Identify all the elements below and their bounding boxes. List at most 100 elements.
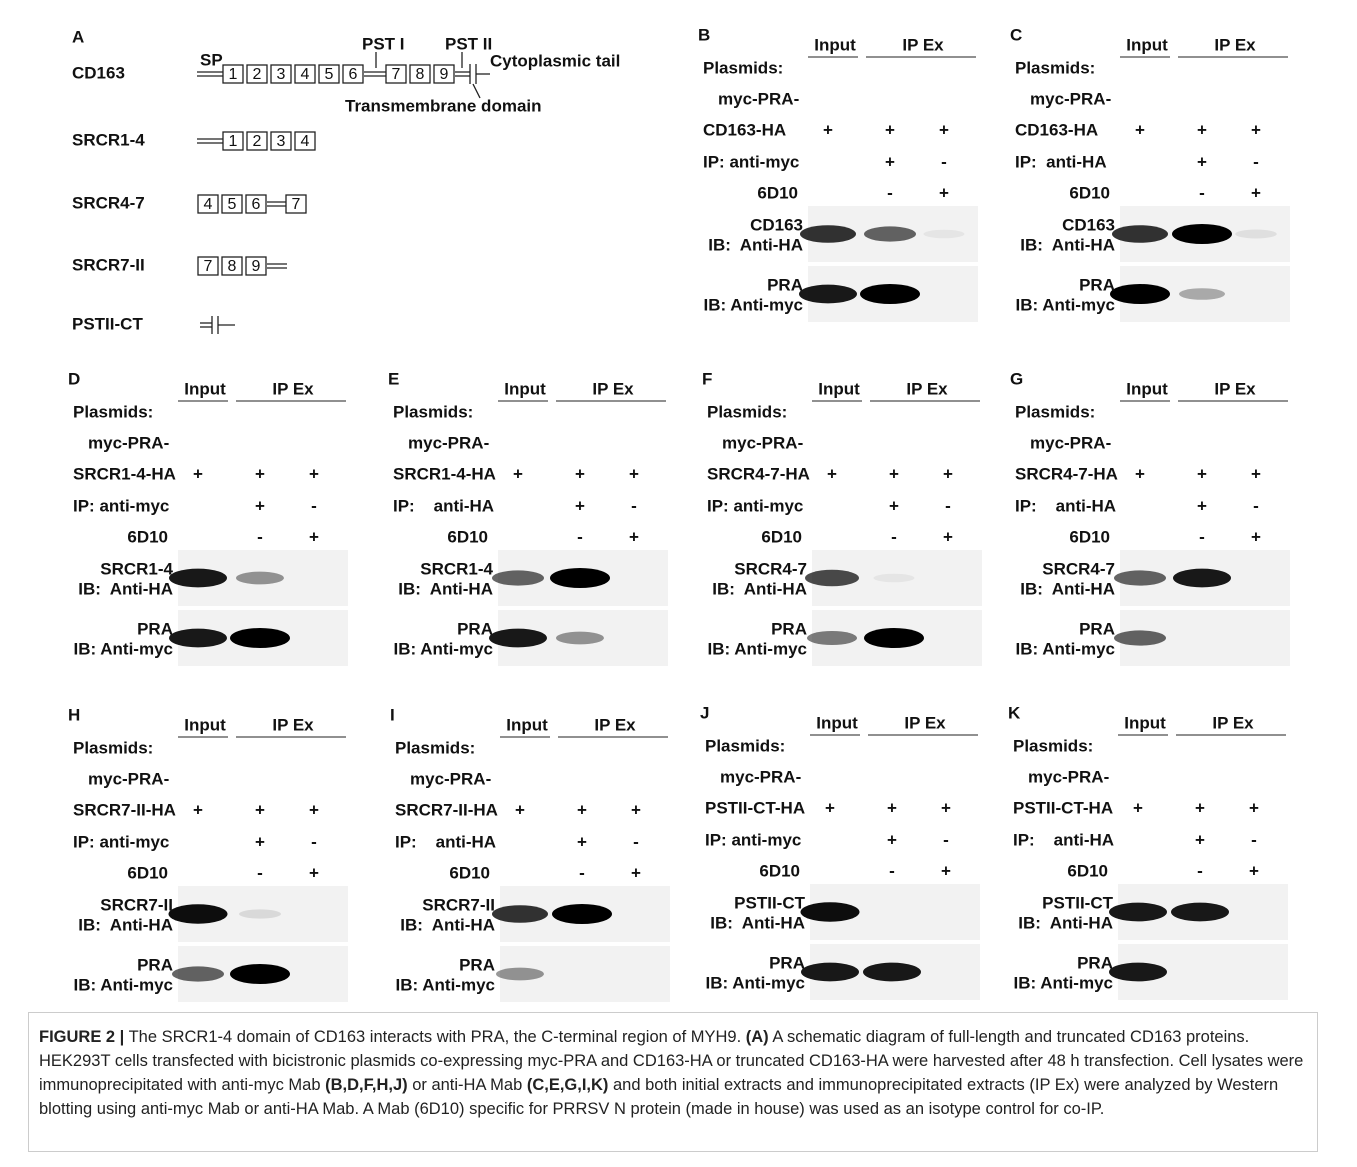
plasmids-label: Plasmids: [393, 402, 473, 421]
blot-label: PRA [1077, 953, 1113, 972]
sign: - [1253, 152, 1259, 171]
blot-label: IB: Anti-HA [1020, 235, 1115, 254]
sign: + [631, 863, 641, 882]
panel-label: K [1008, 703, 1021, 722]
sign: - [579, 863, 585, 882]
ip-label: IP: anti-HA [1015, 152, 1107, 171]
ip-label: IP: anti-myc [73, 496, 169, 515]
sign: + [309, 527, 319, 546]
blot-label: IB: Anti-HA [710, 913, 805, 932]
plasmids-label: Plasmids: [1015, 402, 1095, 421]
domain-number: 3 [277, 66, 286, 83]
blot-label: IB: Anti-HA [712, 579, 807, 598]
sign: + [885, 152, 895, 171]
control-label: 6D10 [761, 527, 802, 546]
domain-number: 3 [277, 133, 286, 150]
sign: + [943, 527, 953, 546]
sign: + [255, 832, 265, 851]
panel-label: J [700, 703, 709, 722]
sign: + [1251, 527, 1261, 546]
input-header: Input [1124, 713, 1166, 732]
band [924, 230, 965, 239]
construct-label: PSTII-CT-HA [705, 798, 805, 817]
sign: + [1197, 464, 1207, 483]
ipex-header: IP Ex [1214, 379, 1256, 398]
blot-label: SRCR4-7 [1042, 559, 1115, 578]
sign: + [1133, 798, 1143, 817]
sign: + [255, 800, 265, 819]
domain-number: 4 [204, 196, 213, 213]
caption-text: FIGURE 2 | [39, 1028, 124, 1046]
domain-number: 7 [292, 196, 301, 213]
sign: + [629, 464, 639, 483]
domain-number: 4 [301, 66, 310, 83]
domain-number: 5 [228, 196, 237, 213]
band [230, 964, 290, 984]
blot-label: SRCR7-II [100, 895, 173, 914]
sign: + [885, 120, 895, 139]
panel-label: B [698, 25, 710, 44]
construct-label: SRCR4-7-HA [707, 464, 810, 483]
sign: + [1195, 830, 1205, 849]
sign: + [1135, 120, 1145, 139]
sign: - [887, 183, 893, 202]
sign: + [941, 798, 951, 817]
band [1114, 630, 1166, 645]
blot-label: CD163 [1062, 215, 1115, 234]
panel-label: G [1010, 369, 1023, 388]
caption-text: or anti-HA Mab [408, 1076, 527, 1094]
blot-label: IB: Anti-myc [74, 639, 174, 658]
input-header: Input [1126, 379, 1168, 398]
band [1179, 288, 1225, 300]
blot-label: PSTII-CT [1042, 893, 1113, 912]
input-header: Input [504, 379, 546, 398]
band [1112, 225, 1168, 243]
annotation: Cytoplasmic tail [490, 51, 620, 70]
sign: + [1195, 798, 1205, 817]
myc-label: myc-PRA- [720, 767, 801, 786]
sign: + [939, 183, 949, 202]
ipex-header: IP Ex [904, 713, 946, 732]
control-label: 6D10 [1069, 527, 1110, 546]
band [864, 226, 916, 241]
band [172, 966, 224, 981]
row-label: SRCR7-II [72, 255, 145, 274]
domain-number: 4 [301, 133, 310, 150]
input-header: Input [814, 35, 856, 54]
sign: + [889, 496, 899, 515]
figure: ACD163123456789SRCR1-41234SRCR4-74567SRC… [0, 0, 1357, 1005]
plasmids-label: Plasmids: [705, 736, 785, 755]
sign: - [945, 496, 951, 515]
panel-label: A [72, 27, 84, 46]
sign: - [257, 863, 263, 882]
annotation: PST I [362, 34, 405, 53]
band [556, 632, 604, 645]
ip-label: IP: anti-myc [705, 830, 801, 849]
sign: + [577, 800, 587, 819]
band [801, 902, 860, 921]
sign: + [255, 464, 265, 483]
blot-label: PRA [459, 955, 495, 974]
ip-label: IP: anti-myc [707, 496, 803, 515]
sign: - [577, 527, 583, 546]
domain-number: 2 [253, 66, 262, 83]
sign: - [633, 832, 639, 851]
control-label: 6D10 [127, 527, 168, 546]
row-label: PSTII-CT [72, 314, 143, 333]
plasmids-label: Plasmids: [703, 58, 783, 77]
blot-label: IB: Anti-myc [706, 973, 806, 992]
blot-label: PRA [767, 275, 803, 294]
blot-label: IB: Anti-myc [396, 975, 496, 994]
plasmids-label: Plasmids: [73, 402, 153, 421]
sign: + [1251, 120, 1261, 139]
sign: - [891, 527, 897, 546]
sign: + [1251, 183, 1261, 202]
blot-label: PRA [1079, 275, 1115, 294]
band [864, 628, 924, 648]
blot-label: PRA [137, 619, 173, 638]
band [1114, 570, 1166, 585]
plasmids-label: Plasmids: [1013, 736, 1093, 755]
domain-number: 8 [228, 258, 237, 275]
band [169, 904, 228, 923]
blot-label: IB: Anti-HA [708, 235, 803, 254]
